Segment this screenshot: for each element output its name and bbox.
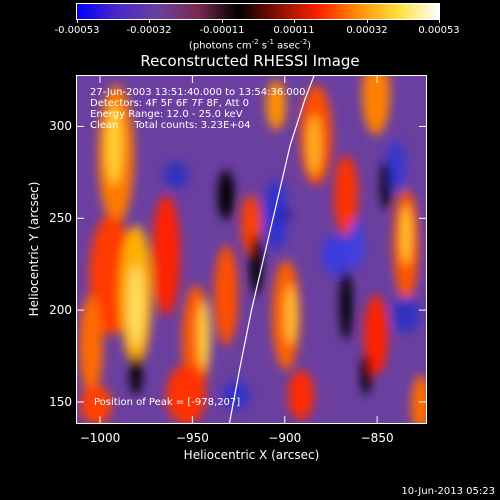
image-blob — [130, 355, 142, 395]
image-blob — [401, 205, 411, 265]
colorbar-gradient — [76, 3, 440, 20]
image-blob — [80, 385, 112, 424]
image-blob — [152, 195, 180, 315]
image-blob — [361, 355, 371, 395]
image-blob — [392, 297, 420, 333]
image-blob — [214, 245, 238, 345]
colorbar-tick-mark — [294, 19, 295, 23]
colorbar-tick-label: 0.00011 — [273, 25, 315, 36]
image-blob — [79, 295, 103, 395]
image-blob — [307, 115, 321, 175]
x-tick-label: −900 — [268, 431, 302, 445]
colorbar-tick-mark — [77, 19, 78, 23]
image-blob — [250, 235, 262, 295]
colorbar-tick-mark — [439, 19, 440, 23]
image-blob — [381, 160, 391, 210]
image-blob — [340, 270, 352, 340]
colorbar-tick-label: -0.00032 — [126, 25, 172, 36]
image-map — [76, 75, 427, 424]
y-tick-label: 300 — [49, 119, 72, 134]
colorbar-tick-label: -0.00053 — [54, 25, 100, 36]
colorbar-tick-label: 0.00053 — [418, 25, 460, 36]
info-clean-counts: Clean Total counts: 3.23E+04 — [90, 120, 251, 131]
colorbar-tick-mark — [222, 19, 223, 23]
image-blob — [285, 285, 297, 345]
colorbar-units: (photons cm-2 s-1 asec-2) — [188, 38, 312, 52]
image-blob — [288, 370, 314, 420]
image-blob — [222, 381, 250, 409]
y-tick-label: 250 — [49, 211, 72, 226]
image-blob — [266, 80, 286, 130]
colorbar-tick-mark — [367, 19, 368, 23]
image-blob — [164, 161, 188, 189]
image-blob — [334, 155, 358, 235]
image-blob — [129, 265, 143, 345]
image-blob — [364, 295, 388, 375]
plot-title: Reconstructed RHESSI Image — [140, 52, 360, 70]
y-tick-label: 150 — [49, 394, 72, 409]
image-blob — [322, 235, 350, 275]
solar-limb-line — [228, 75, 315, 424]
info-detectors: Detectors: 4F 5F 6F 7F 8F, Att 0 — [90, 98, 250, 109]
image-blob — [166, 365, 206, 424]
x-tick-label: −1000 — [79, 431, 121, 445]
colorbar-tick-label: -0.00011 — [199, 25, 245, 36]
rhessi-image: 27-Jun-2003 13:51:40.000 to 13:54:36.000… — [76, 75, 427, 424]
image-blob — [198, 300, 210, 370]
x-tick-label: −850 — [360, 431, 394, 445]
x-tick-label: −950 — [175, 431, 209, 445]
image-blob — [348, 220, 364, 270]
image-blob — [218, 170, 234, 220]
timestamp-footer: 10-Jun-2013 05:23 — [401, 486, 495, 497]
image-blob — [386, 140, 406, 190]
image-blob — [281, 210, 291, 220]
colorbar-tick-mark — [149, 19, 150, 23]
y-axis-label: Heliocentric Y (arcsec) — [27, 181, 41, 317]
info-energy-range: Energy Range: 12.0 - 25.0 keV — [90, 109, 243, 120]
info-peak-position: Position of Peak = [-978,207] — [94, 397, 241, 408]
info-time-range: 27-Jun-2003 13:51:40.000 to 13:54:36.000 — [90, 87, 306, 98]
plot-frame — [76, 75, 427, 424]
x-axis-label: Heliocentric X (arcsec) — [183, 448, 320, 462]
colorbar-tick-label: 0.00032 — [346, 25, 388, 36]
image-blob — [106, 105, 122, 185]
image-blob — [411, 375, 427, 424]
y-tick-label: 200 — [49, 303, 72, 318]
image-blob — [362, 75, 390, 135]
